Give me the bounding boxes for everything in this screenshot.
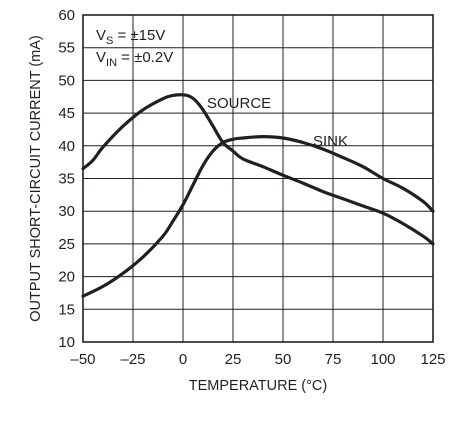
y-tick-label: 60 xyxy=(58,7,75,24)
y-tick-label: 15 xyxy=(58,301,75,318)
series-line-sink xyxy=(81,135,435,298)
condition-vs: VS = ±15V xyxy=(96,27,165,47)
plot-frame xyxy=(82,14,434,343)
y-tick-label: 10 xyxy=(58,334,75,351)
y-tick-label: 45 xyxy=(58,105,75,122)
y-tick-label: 55 xyxy=(58,40,75,57)
x-tick-label: 100 xyxy=(370,351,395,368)
ticks: –50 –25 0 25 50 75 100 125 10 15 20 25 30 35 40 45 50 55 6… xyxy=(58,7,445,368)
x-tick-label: –50 xyxy=(70,351,95,368)
x-tick-label: 125 xyxy=(420,351,445,368)
y-tick-label: 50 xyxy=(58,72,75,89)
y-tick-label: 20 xyxy=(58,269,75,286)
x-axis-label: TEMPERATURE (°C) xyxy=(189,378,327,394)
curves xyxy=(81,93,435,298)
x-tick-label: 50 xyxy=(275,351,292,368)
series-line-source xyxy=(81,93,435,246)
y-tick-label: 40 xyxy=(58,138,75,155)
y-axis-label: OUTPUT SHORT-CIRCUIT CURRENT (mA) xyxy=(28,35,44,322)
condition-vin: VIN = ±0.2V xyxy=(96,49,173,69)
x-tick-label: –25 xyxy=(120,351,145,368)
x-tick-label: 25 xyxy=(225,351,242,368)
series-label-source: SOURCE xyxy=(207,95,271,112)
x-tick-label: 75 xyxy=(325,351,342,368)
y-tick-label: 30 xyxy=(58,203,75,220)
y-tick-label: 25 xyxy=(58,236,75,253)
y-tick-label: 35 xyxy=(58,171,75,188)
series-label-sink: SINK xyxy=(313,133,348,150)
x-tick-label: 0 xyxy=(179,351,187,368)
